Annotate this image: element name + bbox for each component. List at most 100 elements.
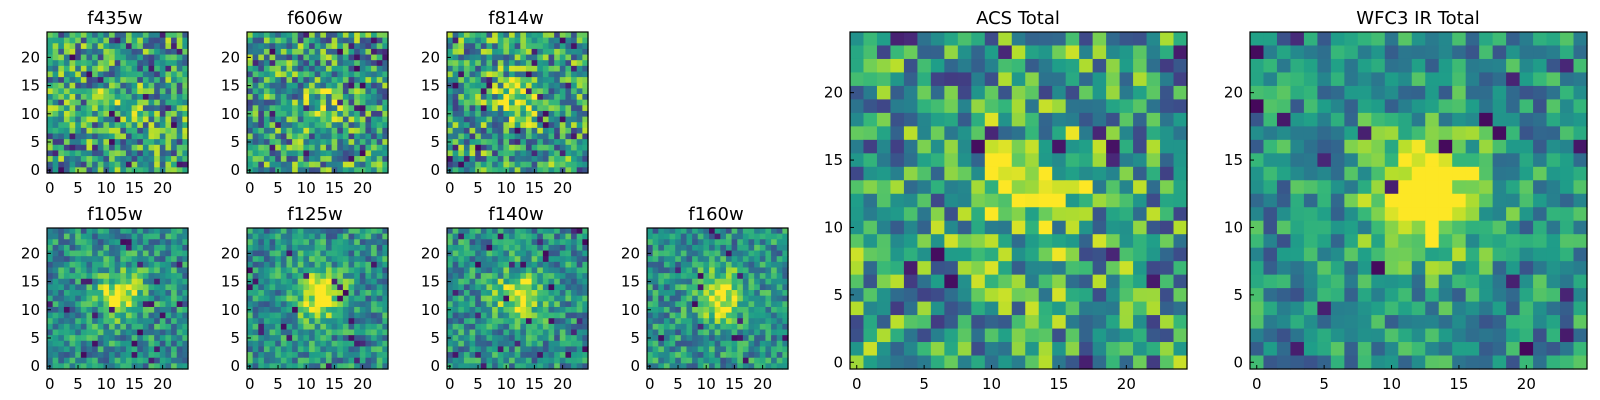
heatmap-cell xyxy=(109,318,116,325)
heatmap-cell xyxy=(125,127,133,135)
heatmap-cell xyxy=(165,312,172,319)
heatmap-cell xyxy=(103,250,110,257)
heatmap-cell xyxy=(275,318,282,325)
heatmap-cell xyxy=(297,161,304,168)
heatmap-cell xyxy=(531,278,538,285)
heatmap-cell xyxy=(520,335,527,342)
heatmap-cell xyxy=(182,357,189,364)
heatmap-cell xyxy=(542,71,550,78)
heatmap-cell xyxy=(165,94,172,101)
heatmap-cell xyxy=(475,278,482,285)
heatmap-cell xyxy=(692,306,699,314)
heatmap-cell xyxy=(754,295,761,302)
heatmap-cell xyxy=(480,312,488,319)
heatmap-cell xyxy=(120,133,127,140)
heatmap-cell xyxy=(497,250,504,257)
heatmap-cell xyxy=(80,256,88,263)
plot-frame xyxy=(246,227,389,370)
heatmap-cell xyxy=(548,301,555,308)
heatmap-cell xyxy=(525,346,533,353)
heatmap-cell xyxy=(548,99,555,106)
heatmap-cell xyxy=(686,228,693,235)
heatmap-cell xyxy=(503,346,510,353)
heatmap-cell xyxy=(52,301,59,308)
y-tick-label: 15 xyxy=(21,273,40,291)
heatmap-cell xyxy=(1038,58,1053,74)
heatmap-cell xyxy=(154,329,161,336)
heatmap-cell xyxy=(890,220,905,235)
heatmap-cell xyxy=(154,65,161,73)
heatmap-cell xyxy=(120,32,127,39)
heatmap-cell xyxy=(692,261,699,269)
heatmap-cell xyxy=(182,99,189,106)
heatmap-cell xyxy=(165,290,172,297)
heatmap-cell xyxy=(452,43,459,50)
heatmap-cell xyxy=(565,290,572,297)
heatmap-cell xyxy=(297,352,304,359)
heatmap-cell xyxy=(917,85,932,100)
heatmap-cell xyxy=(131,244,138,252)
heatmap-cell xyxy=(382,167,389,174)
heatmap-cell xyxy=(652,244,659,252)
heatmap-cell xyxy=(692,267,699,274)
heatmap-cell xyxy=(503,306,510,314)
heatmap-cell xyxy=(692,312,699,319)
heatmap-cell xyxy=(548,295,555,302)
heatmap-cell xyxy=(314,301,321,308)
heatmap-cell xyxy=(359,352,367,359)
heatmap-cell xyxy=(542,278,550,285)
heatmap-cell xyxy=(182,144,189,152)
heatmap-cell xyxy=(137,65,144,73)
heatmap-cell xyxy=(109,295,116,302)
heatmap-cell xyxy=(92,139,99,146)
heatmap-cell xyxy=(475,267,482,274)
heatmap-cell xyxy=(365,144,372,152)
heatmap-cell xyxy=(903,58,918,74)
heatmap-cell xyxy=(725,284,733,291)
heatmap-cell xyxy=(165,301,172,308)
heatmap-cell xyxy=(165,306,172,314)
heatmap-cell xyxy=(114,77,121,84)
heatmap-cell xyxy=(514,139,521,146)
heatmap-cell xyxy=(497,71,504,78)
heatmap-cell xyxy=(1133,99,1148,114)
heatmap-cell xyxy=(309,329,316,336)
heatmap-cell xyxy=(114,290,121,297)
heatmap-cell xyxy=(542,346,550,353)
heatmap-cell xyxy=(325,346,333,353)
heatmap-cell xyxy=(850,207,865,222)
heatmap-cell xyxy=(365,233,372,240)
heatmap-cell xyxy=(337,133,344,140)
heatmap-cell xyxy=(314,37,321,44)
heatmap-cell xyxy=(765,244,772,252)
heatmap-cell xyxy=(103,139,110,146)
x-tick-label: 5 xyxy=(273,179,283,197)
heatmap-cell xyxy=(652,228,659,235)
heatmap-cell xyxy=(337,284,344,291)
heatmap-cell xyxy=(576,278,583,285)
heatmap-cell xyxy=(903,261,918,276)
heatmap-cell xyxy=(286,88,293,95)
heatmap-cell xyxy=(142,94,150,101)
heatmap-cell xyxy=(359,329,367,336)
heatmap-cell xyxy=(80,71,88,78)
heatmap-cell xyxy=(331,278,338,285)
heatmap-cell xyxy=(325,133,333,140)
heatmap-cell xyxy=(359,278,367,285)
heatmap-cell xyxy=(720,284,727,291)
heatmap-cell xyxy=(148,60,155,67)
heatmap-cell xyxy=(503,88,510,95)
heatmap-cells xyxy=(647,228,789,370)
heatmap-cell xyxy=(1106,153,1121,168)
heatmap-cell xyxy=(486,99,493,106)
heatmap-cell xyxy=(348,127,355,135)
heatmap-cell xyxy=(548,261,555,269)
x-tick-label: 15 xyxy=(325,179,344,197)
heatmap-cell xyxy=(314,99,321,106)
heatmap-cell xyxy=(709,290,716,297)
heatmap-cell xyxy=(131,48,138,56)
heatmap-cell xyxy=(365,290,372,297)
heatmap-cell xyxy=(80,301,88,308)
heatmap-cell xyxy=(565,43,572,50)
heatmap-cell xyxy=(142,37,150,44)
